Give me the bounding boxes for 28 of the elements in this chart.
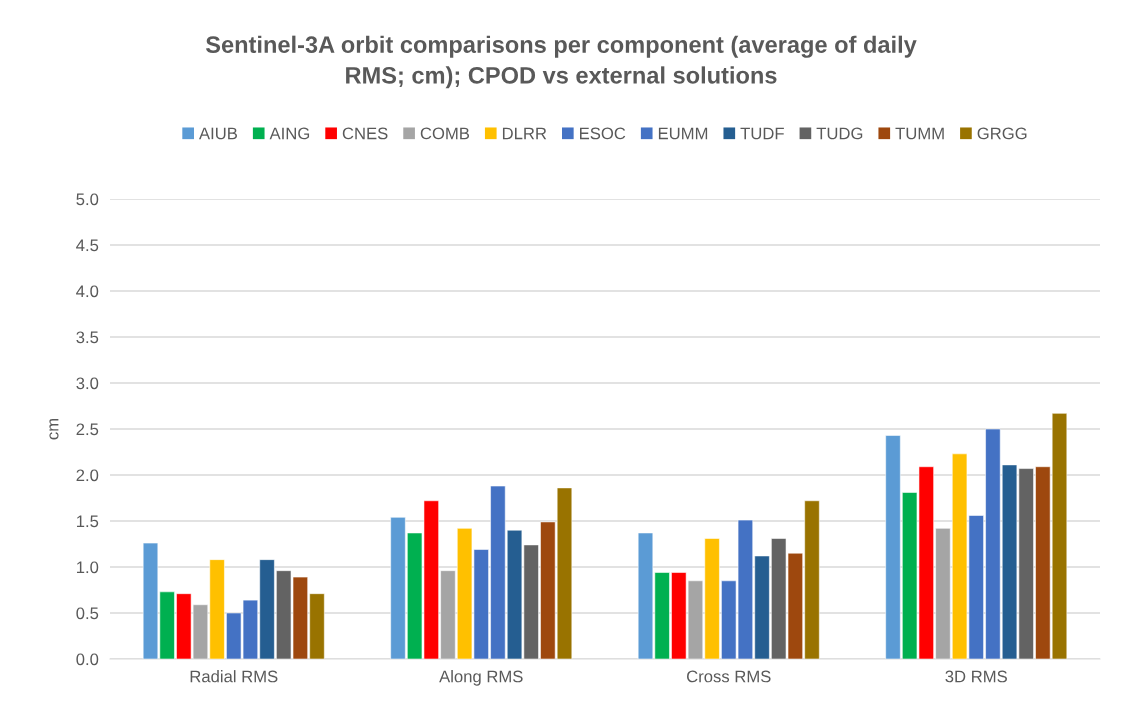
y-tick-label: 1.5: [76, 515, 99, 528]
legend-label: AING: [269, 127, 310, 140]
legend-label: GRGG: [977, 127, 1027, 140]
y-tick-label: 0.5: [76, 607, 99, 620]
y-tick-label: 2.0: [76, 469, 99, 482]
x-tick-label: 3D RMS: [945, 670, 1007, 683]
y-tick-label: 3.5: [76, 331, 99, 344]
x-tick-label: Cross RMS: [687, 670, 771, 683]
y-axis-title: cm: [49, 418, 59, 440]
y-tick-label: 4.5: [76, 239, 99, 252]
x-tick-label: Radial RMS: [190, 670, 278, 683]
legend-label: TUMM: [895, 127, 944, 140]
legend-label: DLRR: [502, 127, 547, 140]
y-tick-label: 1.0: [76, 561, 99, 574]
legend-label: TUDF: [740, 127, 784, 140]
y-tick-label: 4.0: [76, 285, 99, 298]
y-tick-label: 0.0: [76, 653, 99, 666]
chart-title: Sentinel-3A orbit comparisons per component (average of daily RMS; cm); CPOD vs external solutions: [205, 35, 917, 89]
legend-label: CNES: [342, 127, 388, 140]
y-tick-label: 5.0: [76, 193, 99, 206]
y-tick-label: 2.5: [76, 423, 99, 436]
legend-label: COMB: [420, 127, 470, 140]
legend-label: TUDG: [816, 127, 863, 140]
x-tick-label: Along RMS: [439, 670, 523, 686]
legend-label: AIUB: [199, 127, 237, 140]
y-tick-label: 3.0: [76, 377, 99, 390]
legend-label: ESOC: [580, 127, 626, 140]
legend-label: EUMM: [658, 127, 708, 140]
